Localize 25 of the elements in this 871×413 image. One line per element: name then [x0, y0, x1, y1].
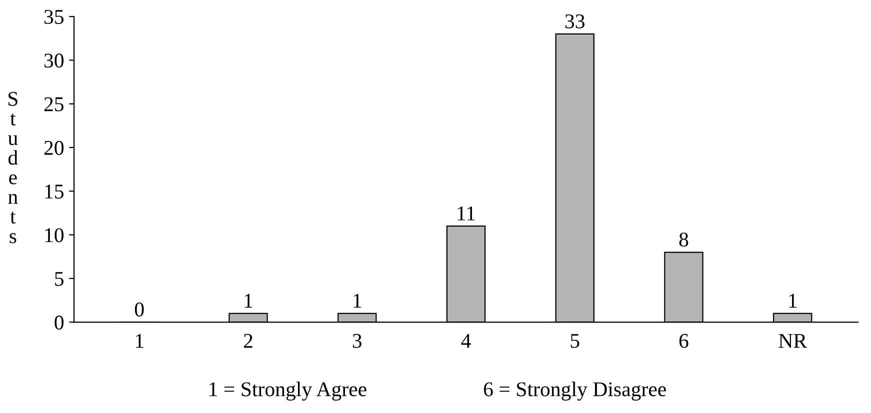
x-tick-label: 5: [570, 334, 580, 348]
y-tick-label: 0: [54, 316, 64, 330]
y-axis-title: Students: [8, 92, 18, 244]
data-label: 8: [679, 232, 688, 247]
text: 1 = Strongly Agree: [210, 382, 366, 401]
x-tick-label: 2: [244, 334, 252, 348]
data-label: 1: [354, 294, 362, 308]
data-label: 11: [458, 206, 475, 220]
x-tick-label: 1: [136, 334, 144, 348]
data-label: 0: [134, 302, 144, 317]
data-label: 1: [244, 294, 252, 308]
y-tick-label: 35: [44, 10, 64, 24]
text: 6 = Strongly Disagree: [484, 382, 666, 401]
x-tick-label: 6: [679, 334, 688, 348]
x-tick-label: NR: [778, 334, 808, 348]
x-tick-label: 3: [352, 334, 362, 348]
y-tick-label: 20: [44, 140, 64, 155]
data-label: 1: [789, 294, 797, 308]
y-tick-label: 5: [55, 272, 64, 286]
x-tick-label: 4: [461, 334, 471, 348]
y-tick-label: 30: [44, 54, 64, 68]
y-tick-label: 15: [45, 184, 64, 199]
y-tick-label: 10: [45, 228, 64, 242]
y-tick-label: 25: [44, 97, 64, 112]
data-label: 33: [565, 14, 584, 28]
